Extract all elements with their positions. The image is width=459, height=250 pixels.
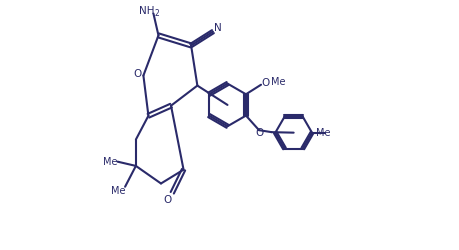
Text: O: O <box>163 194 172 204</box>
Text: Me: Me <box>103 156 118 166</box>
Text: O: O <box>255 128 263 138</box>
Text: O: O <box>261 78 269 88</box>
Text: Me: Me <box>316 128 330 138</box>
Text: Me: Me <box>270 76 285 86</box>
Text: Me: Me <box>111 185 125 195</box>
Text: 2: 2 <box>154 9 159 18</box>
Text: O: O <box>134 69 142 79</box>
Text: N: N <box>213 23 221 33</box>
Text: NH: NH <box>139 6 155 16</box>
